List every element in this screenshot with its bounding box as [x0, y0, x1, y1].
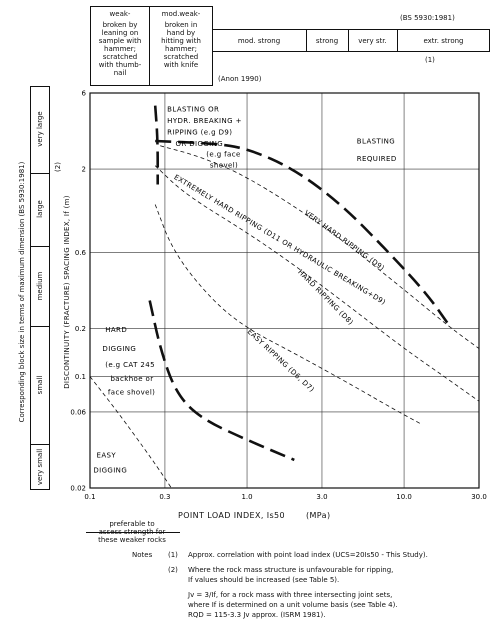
block-size-div-2	[30, 246, 50, 247]
annotations: BLASTING OR HYDR. BREAKING + RIPPING (e.g …	[93, 105, 396, 474]
weak-desc-3: hammer;	[104, 45, 136, 53]
note-2-text-a: Where the rock mass structure is unfavou…	[188, 566, 394, 574]
y-tick-label: 0.02	[70, 485, 86, 493]
strength-extr-strong: extr. strong	[423, 37, 464, 45]
zone-label: backhoe or	[110, 375, 153, 383]
anon-ref: (Anon 1990)	[218, 75, 262, 83]
y-tick-label: 0.2	[75, 325, 86, 333]
boundary-curve-5	[160, 145, 480, 349]
weak-desc-6: nail	[113, 69, 127, 77]
plot-frame	[89, 92, 480, 489]
bs5930-label-top: (BS 5930:1981)	[400, 14, 455, 22]
zone-label: OR DIGGING	[175, 140, 223, 148]
x-tick-label: 3.0	[316, 493, 327, 501]
preferable-arrow	[86, 532, 180, 533]
block-size-div-4	[30, 444, 50, 445]
y-tick-label: 0.6	[75, 249, 87, 257]
zone-label: EASY	[97, 452, 117, 460]
rqd-line: RQD = 115-3.3 Jv approx. (ISRM 1981).	[188, 611, 326, 619]
notes-label: Notes	[132, 551, 153, 559]
x-tick-label: 30.0	[471, 493, 487, 501]
x-tick-label: 10.0	[396, 493, 412, 501]
zone-label: EASY RIPPING (D6, D7)	[246, 328, 316, 394]
jv-line-1: Jv = 3/If, for a rock mass with three in…	[188, 591, 393, 599]
x-tick-label: 1.0	[241, 493, 252, 501]
block-size-div-1	[30, 173, 50, 174]
weak-desc-2: sample with	[98, 37, 142, 45]
boundary-curve-3	[154, 204, 423, 425]
boundary-curve-7	[153, 105, 159, 185]
preferable-line-2: these weaker rocks	[98, 536, 166, 544]
y-tick-label: 6	[82, 90, 87, 98]
zone-label: RIPPING (e.g D9)	[167, 128, 232, 136]
modweak-title: mod.weak-	[161, 10, 201, 18]
zone-label: DIGGING	[93, 467, 127, 475]
zone-label: HYDR. BREAKING +	[167, 117, 242, 125]
modweak-desc-0: broken in	[164, 21, 198, 29]
zone-label: DIGGING	[102, 345, 136, 353]
strength-divider-3	[397, 29, 398, 52]
y-tick-label: 0.06	[70, 408, 86, 416]
zone-label: shovel)	[210, 161, 238, 169]
weak-desc-1: leaning on	[101, 29, 139, 37]
preferable-line-0: preferable to	[109, 520, 155, 528]
x-tick-label: 0.3	[159, 493, 170, 501]
modweak-desc-3: hammer;	[165, 45, 197, 53]
tick-labels: 0.1 0.3 1.0 3.0 10.0 30.0 0.02 0.06 0.1 0.2 0.6 2 6	[70, 90, 486, 502]
y-tick-label: 0.1	[75, 373, 86, 381]
block-size-scale	[30, 86, 50, 490]
zone-label: face shovel)	[108, 389, 155, 397]
weak-desc-0: broken by	[102, 21, 138, 29]
x-axis-title: POINT LOAD INDEX, Is50 (MPa)	[178, 511, 331, 520]
y-tick-label: 2	[82, 166, 86, 174]
strength-row	[212, 29, 490, 52]
boundary-curve-2	[148, 300, 295, 462]
x-tick-label: 0.1	[84, 493, 95, 501]
series	[89, 105, 480, 489]
grid	[89, 92, 480, 489]
strength-strong: strong	[315, 37, 339, 45]
zone-label: HARD	[105, 326, 127, 334]
strength-mod-strong: mod. strong	[237, 37, 281, 45]
weak-desc-4: scratched	[102, 53, 138, 61]
zone-label: BLASTING	[357, 137, 395, 145]
modweak-desc-4: scratched	[163, 53, 199, 61]
zone-label: BLASTING OR	[167, 105, 219, 113]
boundary-curve-6	[155, 139, 453, 330]
weak-desc-5: with thumb-	[98, 61, 142, 69]
note-1-num: (1)	[168, 551, 178, 559]
note-ref-1: (1)	[425, 56, 435, 64]
x-axis-unit: (MPa)	[305, 511, 331, 520]
boundary-curve-1	[89, 376, 172, 489]
boundary-curve-4	[154, 165, 480, 402]
strength-very-strong: very str.	[358, 37, 387, 45]
note-1-text: Approx. correlation with point load inde…	[188, 551, 428, 559]
zone-label: REQUIRED	[357, 155, 397, 163]
zone-label: (e.g CAT 245	[105, 361, 155, 369]
modweak-desc-1: hand by	[166, 29, 196, 37]
jv-line-2: where If is determined on a unit volume …	[188, 601, 398, 609]
zone-label: EXTREMELY HARD RIPPING (D11 OR HYDRAULIC…	[172, 173, 387, 306]
weak-title: weak-	[109, 10, 131, 18]
zone-label: (e.g face	[206, 150, 240, 158]
x-axis-label: POINT LOAD INDEX, Is50	[178, 511, 286, 520]
strength-divider-1	[306, 29, 307, 52]
modweak-desc-5: with knife	[163, 61, 199, 69]
modweak-desc-2: hitting with	[161, 37, 201, 45]
note-2-text-b: If values should be increased (see Table…	[188, 576, 340, 584]
block-size-div-3	[30, 326, 50, 327]
strength-divider-2	[348, 29, 349, 52]
note-2-num: (2)	[168, 566, 178, 574]
